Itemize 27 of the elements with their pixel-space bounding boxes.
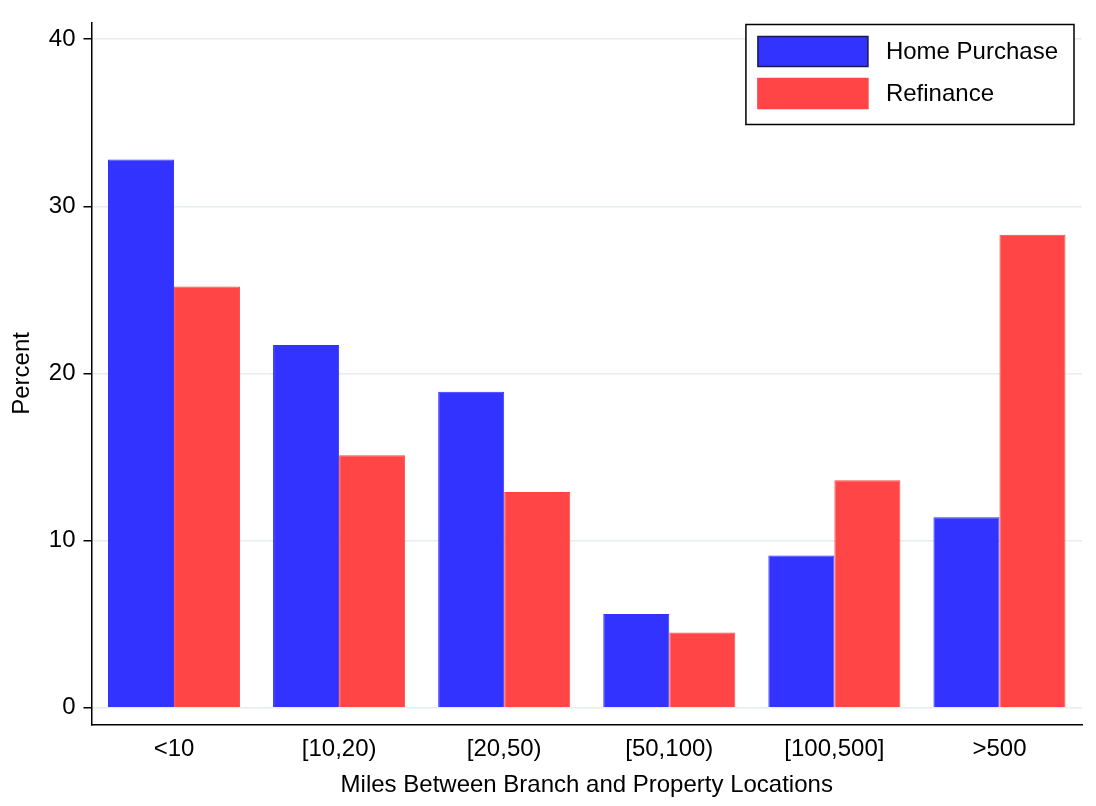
bar [933,517,1000,707]
x-tick-label: [20,50) [466,734,542,762]
y-axis-title: Percent [7,331,35,415]
bar [669,632,736,707]
y-tick-label: 40 [48,23,76,51]
bar [339,455,406,707]
bar [174,286,241,707]
bar [999,234,1066,707]
y-tick-label: 10 [48,525,76,553]
x-tick-label: [50,100) [625,734,714,762]
bar [108,159,175,707]
bar [438,391,505,707]
bar [834,480,901,707]
x-axis-title: Miles Between Branch and Property Locations [340,770,833,798]
x-tick-label: <10 [153,734,195,762]
y-tick-label: 0 [62,692,76,720]
x-tick-label: >500 [972,734,1027,762]
bar [273,344,340,707]
y-tick-label: 20 [48,358,76,386]
legend-label: Home Purchase [885,37,1058,65]
x-tick-label: [10,20) [301,734,377,762]
legend-label: Refinance [885,79,994,107]
bar [603,614,670,707]
bar [504,492,571,707]
y-tick-label: 30 [48,190,76,218]
x-tick-label: [100,500] [784,734,885,762]
bar [768,555,835,707]
